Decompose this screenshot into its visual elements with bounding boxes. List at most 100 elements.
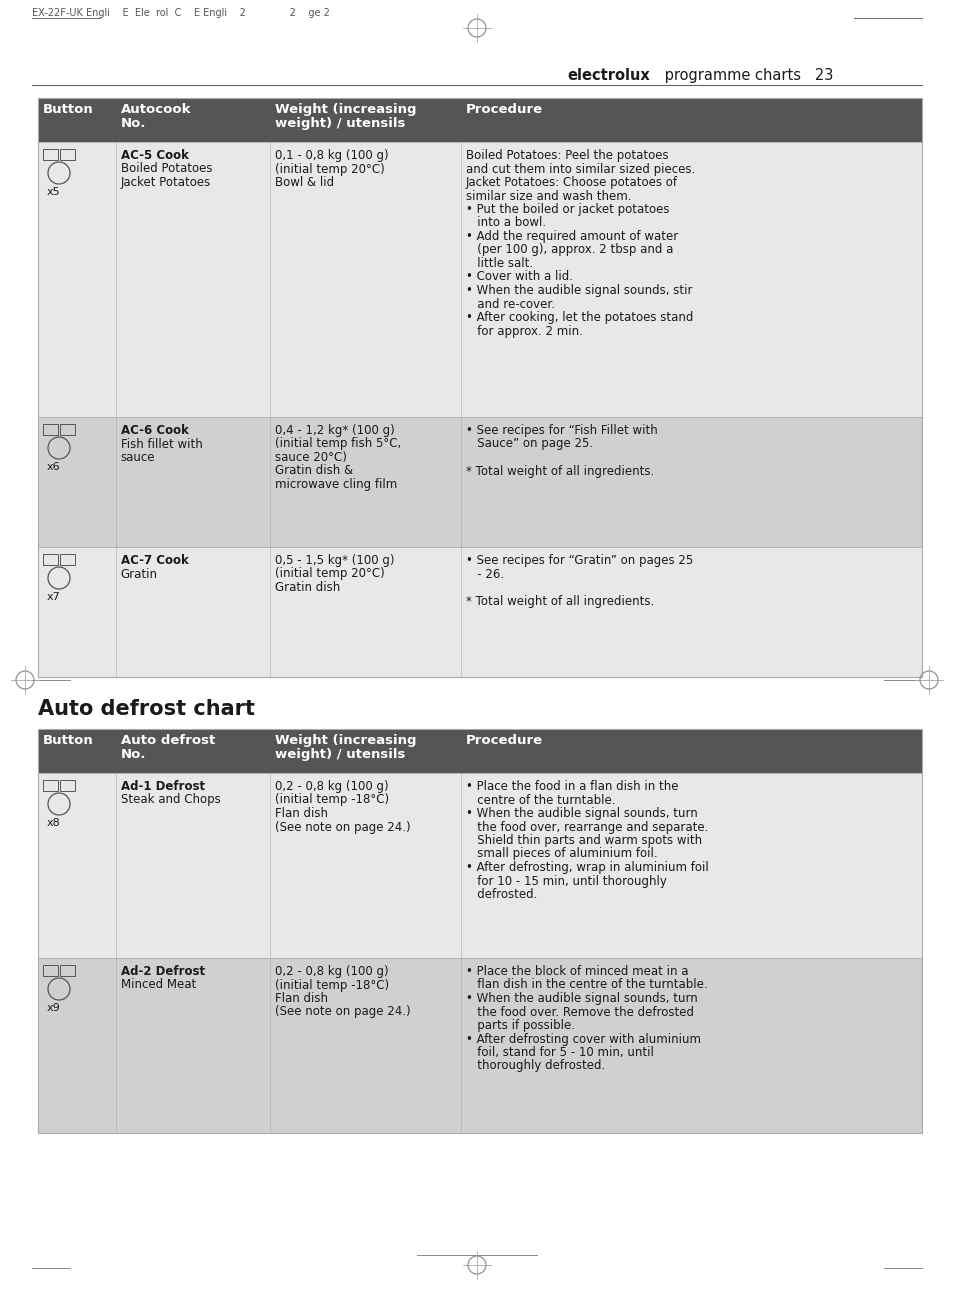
Text: (See note on page 24.): (See note on page 24.) [275,820,411,833]
Bar [60,424,75,436]
Text: Procedure: Procedure [465,103,542,116]
Text: (initial temp 20°C): (initial temp 20°C) [275,163,385,176]
Text: thoroughly defrosted.: thoroughly defrosted. [465,1059,604,1072]
Text: foil, stand for 5 - 10 min, until: foil, stand for 5 - 10 min, until [465,1046,653,1059]
Text: (initial temp fish 5°C,: (initial temp fish 5°C, [275,438,401,450]
Bar [38,98,921,142]
Text: Jacket Potatoes: Jacket Potatoes [121,176,211,189]
Text: • Put the boiled or jacket potatoes: • Put the boiled or jacket potatoes [465,203,668,216]
Text: for approx. 2 min.: for approx. 2 min. [465,325,582,338]
Text: (initial temp -18°C): (initial temp -18°C) [275,794,389,806]
Text: Auto defrost: Auto defrost [121,734,214,747]
Text: • Place the block of minced meat in a: • Place the block of minced meat in a [465,965,687,978]
Text: small pieces of aluminium foil.: small pieces of aluminium foil. [465,848,657,861]
Text: 0,2 - 0,8 kg (100 g): 0,2 - 0,8 kg (100 g) [275,780,389,793]
Bar [43,424,58,436]
Bar [38,729,921,1133]
Text: into a bowl.: into a bowl. [465,216,545,230]
Text: x5: x5 [47,186,61,197]
Text: the food over, rearrange and separate.: the food over, rearrange and separate. [465,820,707,833]
Text: Weight (increasing: Weight (increasing [275,734,416,747]
Text: • When the audible signal sounds, turn: • When the audible signal sounds, turn [465,807,697,820]
Text: 0,2 - 0,8 kg (100 g): 0,2 - 0,8 kg (100 g) [275,965,389,978]
Text: Ad-2 Defrost: Ad-2 Defrost [121,965,205,978]
Text: x6: x6 [47,462,61,472]
Text: (initial temp 20°C): (initial temp 20°C) [275,567,385,580]
Text: Autocook: Autocook [121,103,192,116]
Text: (per 100 g), approx. 2 tbsp and a: (per 100 g), approx. 2 tbsp and a [465,244,672,257]
Text: Auto defrost chart: Auto defrost chart [38,699,254,719]
Bar [60,780,75,792]
Text: No.: No. [121,117,146,130]
Bar [38,773,921,958]
Text: EX-22F-UK Engli    E  Ele  rol  C    E Engli    2              2    ge 2: EX-22F-UK Engli E Ele rol C E Engli 2 2 … [32,8,330,18]
Text: x9: x9 [47,1003,61,1013]
Text: Ad-1 Defrost: Ad-1 Defrost [121,780,205,793]
Text: Jacket Potatoes: Choose potatoes of: Jacket Potatoes: Choose potatoes of [465,176,677,189]
Bar [38,958,921,1133]
Bar [38,729,921,773]
Text: flan dish in the centre of the turntable.: flan dish in the centre of the turntable… [465,978,706,991]
Text: the food over. Remove the defrosted: the food over. Remove the defrosted [465,1005,693,1018]
Text: Weight (increasing: Weight (increasing [275,103,416,116]
Text: sauce: sauce [121,451,155,464]
Text: Gratin: Gratin [121,567,157,580]
Text: • Add the required amount of water: • Add the required amount of water [465,230,677,243]
Text: similar size and wash them.: similar size and wash them. [465,189,630,202]
Bar [60,149,75,160]
Text: Sauce” on page 25.: Sauce” on page 25. [465,438,592,450]
Text: weight) / utensils: weight) / utensils [275,117,405,130]
Bar [43,149,58,160]
Text: and re-cover.: and re-cover. [465,297,554,310]
Text: • See recipes for “Gratin” on pages 25: • See recipes for “Gratin” on pages 25 [465,554,692,567]
Text: centre of the turntable.: centre of the turntable. [465,794,615,806]
Text: x7: x7 [47,592,61,602]
Text: little salt.: little salt. [465,257,532,270]
Text: • After defrosting, wrap in aluminium foil: • After defrosting, wrap in aluminium fo… [465,861,707,874]
Text: 0,4 - 1,2 kg* (100 g): 0,4 - 1,2 kg* (100 g) [275,424,395,437]
Text: and cut them into similar sized pieces.: and cut them into similar sized pieces. [465,163,694,176]
Text: Fish fillet with: Fish fillet with [121,438,202,450]
Text: • After cooking, let the potatoes stand: • After cooking, let the potatoes stand [465,310,692,323]
Bar [38,142,921,417]
Text: x8: x8 [47,818,61,828]
Bar [43,780,58,792]
Bar [60,965,75,975]
Bar [38,546,921,677]
Bar [38,417,921,546]
Text: Shield thin parts and warm spots with: Shield thin parts and warm spots with [465,835,701,848]
Text: Minced Meat: Minced Meat [121,978,195,991]
Text: weight) / utensils: weight) / utensils [275,748,405,762]
Text: • When the audible signal sounds, turn: • When the audible signal sounds, turn [465,992,697,1005]
Text: Procedure: Procedure [465,734,542,747]
Text: 0,5 - 1,5 kg* (100 g): 0,5 - 1,5 kg* (100 g) [275,554,395,567]
Text: • Place the food in a flan dish in the: • Place the food in a flan dish in the [465,780,678,793]
Text: No.: No. [121,748,146,762]
Text: programme charts   23: programme charts 23 [659,68,833,83]
Text: Flan dish: Flan dish [275,807,328,820]
Text: defrosted.: defrosted. [465,888,537,901]
Text: microwave cling film: microwave cling film [275,479,397,492]
Text: Gratin dish &: Gratin dish & [275,464,354,477]
Text: - 26.: - 26. [465,567,503,580]
Text: Gratin dish: Gratin dish [275,582,340,595]
Text: • When the audible signal sounds, stir: • When the audible signal sounds, stir [465,284,691,297]
Text: Bowl & lid: Bowl & lid [275,176,335,189]
Text: Boiled Potatoes: Peel the potatoes: Boiled Potatoes: Peel the potatoes [465,149,667,162]
Text: * Total weight of all ingredients.: * Total weight of all ingredients. [465,595,653,608]
Text: parts if possible.: parts if possible. [465,1018,574,1031]
Text: • See recipes for “Fish Fillet with: • See recipes for “Fish Fillet with [465,424,657,437]
Bar [43,554,58,565]
Text: 0,1 - 0,8 kg (100 g): 0,1 - 0,8 kg (100 g) [275,149,389,162]
Text: AC-7 Cook: AC-7 Cook [121,554,189,567]
Text: Button: Button [43,734,93,747]
Text: AC-6 Cook: AC-6 Cook [121,424,189,437]
Text: (initial temp -18°C): (initial temp -18°C) [275,978,389,991]
Text: • After defrosting cover with aluminium: • After defrosting cover with aluminium [465,1033,700,1046]
Text: sauce 20°C): sauce 20°C) [275,451,347,464]
Bar [38,98,921,677]
Text: (See note on page 24.): (See note on page 24.) [275,1005,411,1018]
Text: electrolux: electrolux [566,68,649,83]
Text: Button: Button [43,103,93,116]
Bar [43,965,58,975]
